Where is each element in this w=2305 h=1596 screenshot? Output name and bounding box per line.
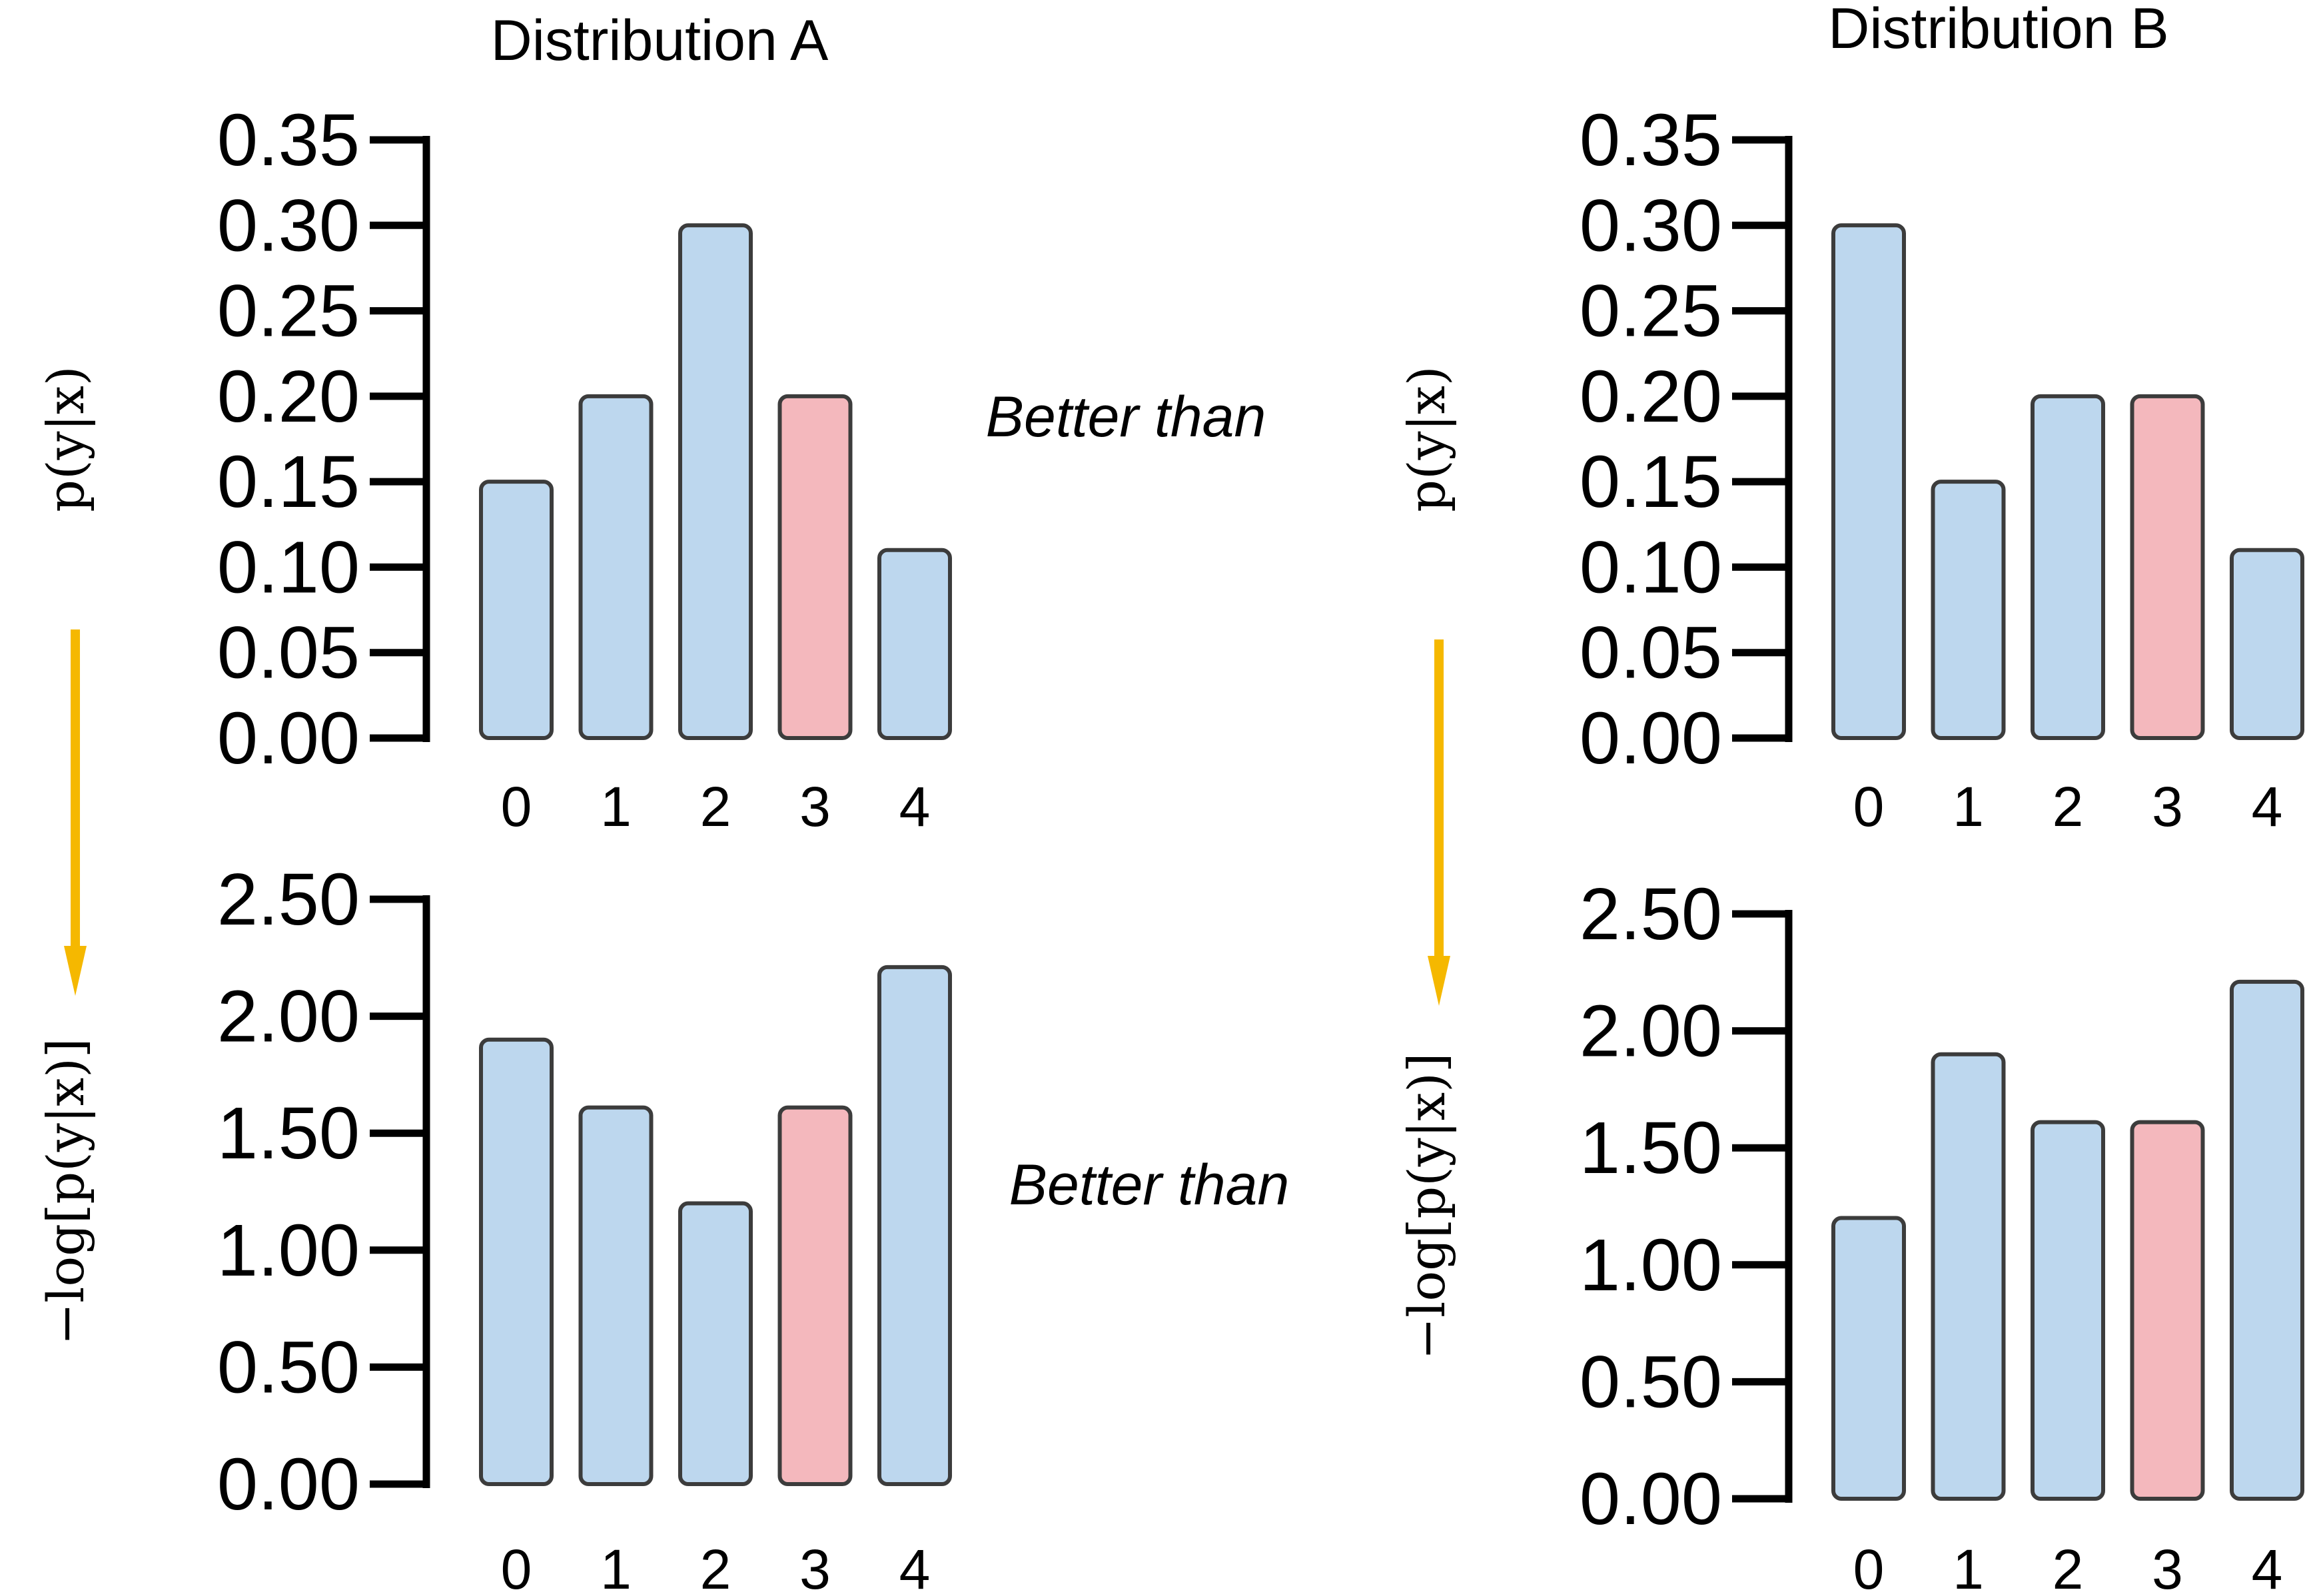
y-tick-label: 1.00 (1580, 1224, 1722, 1306)
y-tick-label: 0.30 (217, 185, 360, 266)
y-tick-label: 0.30 (1580, 185, 1722, 266)
y-axis-label: −log[p(y|x)] (1397, 1052, 1456, 1360)
bar-4 (877, 548, 952, 740)
x-tick-label: 2 (700, 1538, 731, 1596)
x-tick-label: 0 (1853, 775, 1885, 838)
x-tick-label: 4 (899, 1538, 931, 1596)
bar-4 (877, 965, 952, 1486)
x-tick-label: 0 (1853, 1538, 1885, 1596)
chart-distribution-b-neg-log: 0.00 0.50 1.00 1.50 2.00 2.50 −log[p(y|x)] 0 1 2 3… (1397, 873, 2304, 1596)
y-tick-label: 0.05 (217, 612, 360, 694)
y-tick-label: 0.35 (1580, 99, 1722, 181)
bar-3 (777, 394, 853, 740)
x-tick-label: 1 (1953, 1538, 1984, 1596)
x-tick-label: 1 (1953, 775, 1984, 838)
y-tick-label: 2.50 (1580, 873, 1722, 955)
chart-distribution-a-neg-log: 0.00 0.50 1.00 1.50 2.00 2.50 −log[p(y|x)] 0 1 2 3… (36, 859, 952, 1596)
x-tick-label: 0 (501, 1538, 532, 1596)
arrow-icon-b (1428, 639, 1450, 1006)
bar-4 (2230, 548, 2304, 740)
bar-2 (2031, 394, 2105, 740)
y-axis-label: −log[p(y|x)] (36, 1038, 95, 1345)
y-tick-label: 2.50 (217, 859, 360, 941)
annotation-top: Better than (986, 385, 1266, 449)
bar-1 (1931, 1052, 2006, 1501)
y-tick-label: 0.15 (1580, 441, 1722, 523)
y-tick-label: 0.50 (217, 1326, 360, 1408)
bar-4 (2230, 979, 2304, 1501)
x-tick-label: 0 (501, 775, 532, 838)
x-tick-label: 3 (2152, 1538, 2183, 1596)
bar-1 (1931, 480, 2006, 741)
bar-1 (578, 1105, 654, 1486)
x-tick-label: 4 (2252, 775, 2283, 838)
y-tick-label: 0.00 (1580, 697, 1722, 779)
annotation-bottom: Better than (1009, 1153, 1290, 1217)
bar-2 (678, 223, 753, 740)
y-tick-label: 0.20 (1580, 356, 1722, 438)
y-tick-label: 2.00 (1580, 991, 1722, 1072)
x-tick-label: 2 (700, 775, 731, 838)
x-tick-label: 3 (2152, 775, 2183, 838)
y-tick-label: 2.00 (217, 976, 360, 1058)
bar-3 (2130, 394, 2205, 740)
bar-0 (479, 480, 554, 741)
x-tick-label: 1 (600, 1538, 632, 1596)
bar-3 (2130, 1120, 2205, 1501)
arrow-icon-a (64, 629, 87, 996)
bar-0 (1831, 223, 1906, 740)
x-tick-label: 4 (899, 775, 931, 838)
y-tick-label: 0.50 (1580, 1341, 1722, 1423)
bar-3 (777, 1105, 853, 1486)
y-tick-label: 0.10 (217, 526, 360, 608)
y-tick-label: 1.50 (217, 1092, 360, 1174)
x-tick-label: 1 (600, 775, 632, 838)
x-tick-label: 3 (799, 775, 831, 838)
x-tick-label: 4 (2252, 1538, 2283, 1596)
y-tick-label: 0.05 (1580, 612, 1722, 694)
x-tick-label: 2 (2053, 1538, 2084, 1596)
y-tick-label: 0.20 (217, 356, 360, 438)
y-axis-label: p(y|x) (36, 366, 95, 512)
x-tick-label: 3 (799, 1538, 831, 1596)
title-distribution-a: Distribution A (491, 9, 829, 73)
bar-0 (479, 1037, 554, 1486)
y-tick-label: 0.00 (1580, 1458, 1722, 1540)
y-tick-label: 1.50 (1580, 1107, 1722, 1189)
y-tick-label: 0.15 (217, 441, 360, 523)
bar-2 (678, 1201, 753, 1487)
bar-1 (578, 394, 654, 740)
y-tick-label: 1.00 (217, 1210, 360, 1292)
bar-2 (2031, 1120, 2105, 1501)
x-tick-label: 2 (2053, 775, 2084, 838)
chart-distribution-b-probability: 0.000.050.100.150.200.250.300.35 p(y|x) 0 1… (1397, 99, 2304, 838)
y-tick-label: 0.00 (217, 697, 360, 779)
y-tick-label: 0.25 (1580, 270, 1722, 352)
y-tick-label: 0.35 (217, 99, 360, 181)
y-tick-label: 0.00 (217, 1443, 360, 1525)
y-tick-label: 0.25 (217, 270, 360, 352)
title-distribution-b: Distribution B (1828, 0, 2168, 61)
y-tick-label: 0.10 (1580, 526, 1722, 608)
y-axis-label: p(y|x) (1397, 366, 1456, 512)
bar-0 (1831, 1216, 1906, 1501)
chart-distribution-a-probability: 0.000.050.100.150.200.250.300.35 p(y|x) 0 1… (36, 99, 952, 838)
